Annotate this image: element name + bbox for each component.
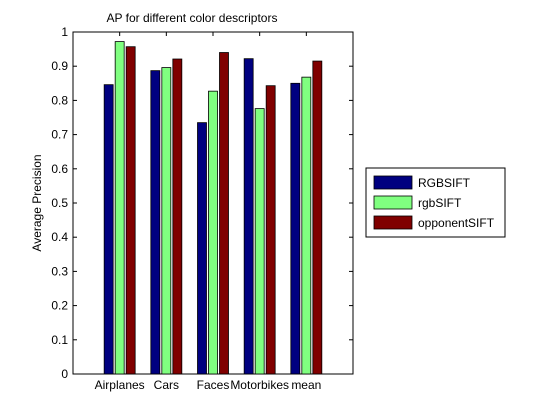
bar-RGBSIFT-Faces	[198, 123, 207, 374]
bar-rgbSIFT-Motorbikes	[255, 109, 264, 374]
y-axis-label: Average Precision	[30, 154, 44, 251]
legend-swatch-rgbSIFT	[374, 196, 412, 209]
y-tick-label: 0.2	[51, 299, 68, 313]
bar-RGBSIFT-mean	[291, 83, 300, 374]
y-tick-label: 0.6	[51, 162, 68, 176]
bar-opponentSIFT-mean	[313, 61, 322, 374]
y-tick-label: 0.3	[51, 264, 68, 278]
chart-title: AP for different color descriptors	[107, 11, 278, 25]
bar-rgbSIFT-mean	[302, 77, 311, 374]
x-tick-label: Motorbikes	[230, 378, 289, 392]
y-tick-label: 0	[61, 367, 68, 381]
legend-label-RGBSIFT: RGBSIFT	[418, 176, 471, 190]
bar-opponentSIFT-Cars	[173, 59, 182, 374]
bar-rgbSIFT-Faces	[209, 91, 218, 374]
y-tick-label: 0.1	[51, 333, 68, 347]
bar-rgbSIFT-Cars	[162, 68, 171, 374]
bar-opponentSIFT-Airplanes	[126, 47, 135, 374]
x-tick-label: Cars	[154, 378, 179, 392]
x-tick-label: Faces	[197, 378, 230, 392]
y-tick-label: 0.8	[51, 93, 68, 107]
bar-rgbSIFT-Airplanes	[115, 42, 124, 374]
bar-opponentSIFT-Motorbikes	[266, 86, 275, 374]
x-tick-labels: Airplanes Cars Faces Motorbikes mean	[95, 378, 322, 392]
bar-opponentSIFT-Faces	[220, 53, 229, 374]
y-tick-label: 0.7	[51, 128, 68, 142]
legend: RGBSIFT rgbSIFT opponentSIFT	[366, 168, 505, 237]
legend-swatch-opponentSIFT	[374, 216, 412, 229]
bar-RGBSIFT-Airplanes	[104, 85, 113, 374]
y-tick-label: 0.9	[51, 59, 68, 73]
legend-label-opponentSIFT: opponentSIFT	[418, 216, 495, 230]
x-tick-label: Airplanes	[95, 378, 145, 392]
y-tick-label: 0.5	[51, 196, 68, 210]
bar-RGBSIFT-Cars	[151, 71, 160, 374]
bar-RGBSIFT-Motorbikes	[244, 59, 253, 374]
x-tick-label: mean	[291, 378, 321, 392]
y-tick-label: 1	[61, 25, 68, 39]
legend-label-rgbSIFT: rgbSIFT	[418, 196, 462, 210]
y-tick-label: 0.4	[51, 230, 68, 244]
legend-swatch-RGBSIFT	[374, 176, 412, 189]
